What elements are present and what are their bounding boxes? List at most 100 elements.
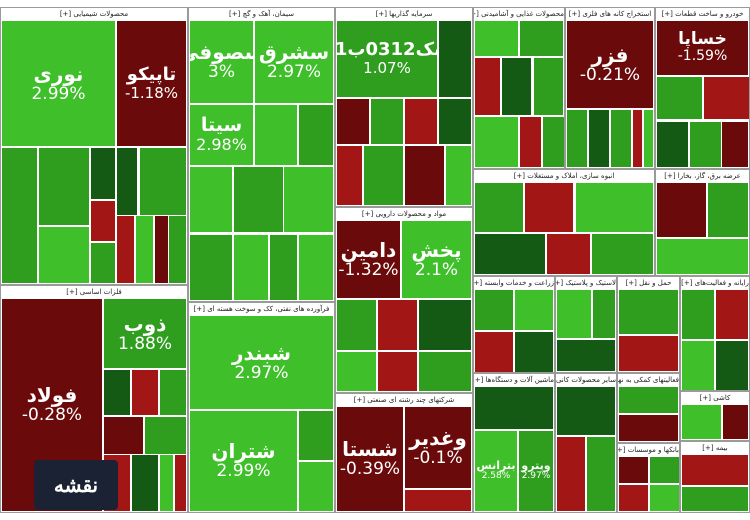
stock-tile[interactable] xyxy=(519,116,542,168)
stock-tile[interactable] xyxy=(159,454,174,512)
stock-tile[interactable] xyxy=(404,145,445,206)
sector-title[interactable]: بیمه [+] xyxy=(681,442,749,454)
stock-tile[interactable] xyxy=(370,98,404,145)
stock-tile[interactable] xyxy=(135,215,154,284)
stock-tile[interactable] xyxy=(298,461,334,512)
stock-tile[interactable] xyxy=(174,454,187,512)
sector-title[interactable]: انبوه سازی، املاک و مستغلات [+] xyxy=(474,170,654,182)
stock-tile[interactable]: نوری 2.99% xyxy=(1,20,116,147)
stock-tile[interactable] xyxy=(656,238,749,275)
stock-tile[interactable] xyxy=(618,414,679,442)
stock-tile[interactable] xyxy=(438,20,472,98)
stock-tile[interactable] xyxy=(591,233,654,275)
stock-tile[interactable]: سشرق 2.97% xyxy=(254,20,334,104)
stock-tile[interactable] xyxy=(656,121,689,168)
stock-tile[interactable] xyxy=(681,454,749,486)
stock-tile[interactable]: پخش 2.1% xyxy=(401,220,472,299)
sector-title[interactable]: فلزات اساسی [+] xyxy=(1,286,187,298)
stock-tile[interactable] xyxy=(474,116,519,168)
stock-tile[interactable]: شستا -0.39% xyxy=(336,406,404,512)
stock-tile[interactable] xyxy=(618,386,679,414)
stock-tile[interactable] xyxy=(721,121,749,168)
stock-tile[interactable] xyxy=(703,76,749,120)
sector-title[interactable]: سرمایه گذاریها [+] xyxy=(336,8,472,20)
stock-tile[interactable] xyxy=(90,147,116,200)
stock-tile[interactable] xyxy=(269,234,298,301)
sector-title[interactable]: سایر محصولات کانی [+] xyxy=(556,374,616,386)
stock-tile[interactable] xyxy=(715,340,749,390)
stock-tile[interactable] xyxy=(546,233,591,275)
sector-title[interactable]: فعالیتهای کمکی به نهاد [+] xyxy=(618,374,679,386)
stock-tile[interactable]: وپترو 2.97% xyxy=(518,430,554,512)
sector-title[interactable]: مواد و محصولات دارویی [+] xyxy=(336,208,472,220)
stock-tile[interactable] xyxy=(131,454,159,512)
stock-tile[interactable] xyxy=(233,166,284,233)
stock-tile[interactable] xyxy=(233,234,269,301)
stock-tile[interactable] xyxy=(283,166,334,233)
stock-tile[interactable] xyxy=(377,351,418,392)
stock-tile[interactable] xyxy=(336,98,370,145)
stock-tile[interactable] xyxy=(298,234,334,301)
sector-title[interactable]: ماشین آلات و دستگاه‌ها [+] xyxy=(474,374,554,386)
stock-tile[interactable] xyxy=(116,147,138,216)
stock-tile[interactable] xyxy=(168,215,187,284)
stock-tile[interactable] xyxy=(159,369,187,416)
stock-tile[interactable] xyxy=(722,404,749,440)
stock-tile[interactable] xyxy=(689,121,722,168)
stock-tile[interactable] xyxy=(131,369,159,416)
stock-tile[interactable]: شبندر 2.97% xyxy=(189,315,334,410)
stock-tile[interactable] xyxy=(556,289,592,339)
stock-tile[interactable] xyxy=(298,410,334,461)
stock-tile[interactable] xyxy=(474,289,514,331)
stock-tile[interactable] xyxy=(575,182,654,233)
stock-tile[interactable] xyxy=(336,299,377,351)
stock-tile[interactable] xyxy=(474,57,501,116)
sector-title[interactable]: شرکتهای چند رشته ای صنعتی [+] xyxy=(336,394,472,406)
stock-tile[interactable] xyxy=(649,484,679,512)
stock-tile[interactable]: دامین -1.32% xyxy=(336,220,401,299)
stock-tile[interactable] xyxy=(336,351,377,392)
stock-tile[interactable]: بترانس 2.58% xyxy=(474,430,518,512)
sector-title[interactable]: رایانه و فعالیت‌های [+] xyxy=(681,277,749,289)
sector-title[interactable]: کاشی [+] xyxy=(681,392,749,404)
stock-tile[interactable] xyxy=(189,166,233,233)
sector-title[interactable]: سیمان، آهک و گچ [+] xyxy=(189,8,334,20)
stock-tile[interactable]: فزر -0.21% xyxy=(566,20,654,109)
stock-tile[interactable] xyxy=(90,200,116,242)
stock-tile[interactable]: شتران 2.99% xyxy=(189,410,298,512)
stock-tile[interactable] xyxy=(715,289,749,340)
sector-title[interactable]: زراعت و خدمات وابسته [+] xyxy=(474,277,554,289)
stock-tile[interactable] xyxy=(632,109,643,168)
stock-tile[interactable] xyxy=(681,404,722,440)
stock-tile[interactable] xyxy=(592,289,616,339)
stock-tile[interactable] xyxy=(681,340,715,390)
stock-tile[interactable] xyxy=(656,182,707,238)
stock-tile[interactable] xyxy=(524,182,574,233)
stock-tile[interactable] xyxy=(38,147,90,226)
stock-tile[interactable] xyxy=(656,76,703,120)
sector-title[interactable]: خودرو و ساخت قطعات [+] xyxy=(656,8,749,20)
stock-tile[interactable]: سیتا 2.98% xyxy=(189,104,254,166)
sector-title[interactable]: استخراج کانه های فلزی [+] xyxy=(566,8,654,20)
stock-tile[interactable]: ذوب 1.88% xyxy=(103,298,187,369)
stock-tile[interactable] xyxy=(144,416,187,455)
stock-tile[interactable] xyxy=(556,436,586,512)
stock-tile[interactable] xyxy=(586,436,616,512)
sector-title[interactable]: عرضه برق، گاز، بخارا [+] xyxy=(656,170,749,182)
stock-tile[interactable]: وغدیر -0.1% xyxy=(404,406,472,489)
stock-tile[interactable] xyxy=(90,242,116,284)
sector-title[interactable]: بانکها و موسسات [+] xyxy=(618,444,679,456)
stock-tile[interactable] xyxy=(418,351,472,392)
stock-tile[interactable] xyxy=(618,456,649,484)
stock-tile[interactable] xyxy=(139,147,187,216)
stock-tile[interactable] xyxy=(519,20,564,57)
stock-tile[interactable] xyxy=(1,147,38,284)
stock-tile[interactable] xyxy=(588,109,610,168)
stock-tile[interactable] xyxy=(556,339,616,372)
stock-tile[interactable] xyxy=(474,233,546,275)
stock-tile[interactable] xyxy=(501,57,532,116)
stock-tile[interactable] xyxy=(254,104,298,166)
stock-tile[interactable] xyxy=(533,57,564,116)
stock-tile[interactable] xyxy=(298,104,334,166)
stock-tile[interactable] xyxy=(618,484,649,512)
